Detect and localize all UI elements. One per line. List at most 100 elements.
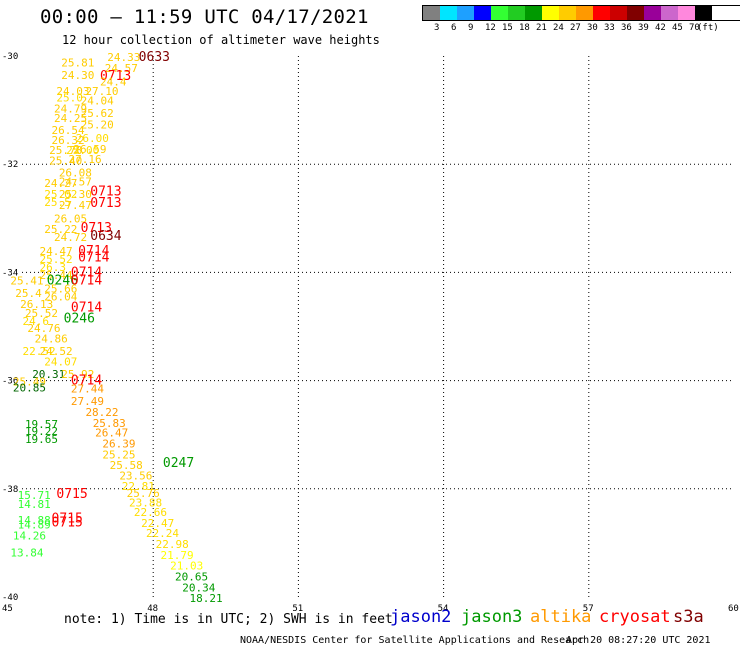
legend-label: 12 — [485, 23, 496, 33]
wave-height-label: 25.4 — [15, 287, 42, 300]
x-tick-label: 45 — [2, 604, 13, 614]
wave-height-label: 23.88 — [129, 496, 162, 509]
wave-height-label: 19.57 — [25, 418, 58, 431]
wave-height-label: 24.57 — [59, 176, 92, 189]
legend-label: 15 — [502, 23, 513, 33]
wave-height-label: 20.85 — [13, 382, 46, 395]
wave-height-label: 24.33 — [107, 51, 140, 64]
credit-text: NOAA/NESDIS Center for Satellite Applica… — [240, 635, 590, 646]
legend-label: 70 — [689, 23, 700, 33]
legend-label: (ft) — [697, 23, 719, 33]
wave-height-label: 25.66 — [44, 283, 77, 296]
page-title: 00:00 – 11:59 UTC 04/17/2021 — [40, 6, 369, 28]
wave-height-label: 25.44 — [39, 269, 72, 282]
wave-height-label: 24.07 — [44, 356, 77, 369]
wave-height-label: 14.81 — [18, 498, 51, 511]
legend-swatch — [525, 6, 542, 20]
wave-height-label: 25.20 — [81, 119, 114, 132]
wave-height-label: 24.25 — [54, 112, 87, 125]
legend-label: 24 — [553, 23, 564, 33]
wave-height-label: 25.52 — [25, 307, 58, 320]
pass-time-label: 0713 — [81, 221, 112, 236]
legend-swatch — [576, 6, 593, 20]
wave-height-label: 24.30 — [61, 69, 94, 82]
legend-swatch — [423, 6, 440, 20]
legend-swatch — [593, 6, 610, 20]
page-subtitle: 12 hour collection of altimeter wave hei… — [62, 33, 380, 47]
legend-label: 9 — [468, 23, 474, 33]
legend-label: 45 — [672, 23, 683, 33]
wave-height-label: 25.5 — [44, 196, 71, 209]
mission-label-s3a: s3a — [673, 607, 704, 627]
legend-swatch — [491, 6, 508, 20]
legend-swatch — [695, 6, 712, 20]
wave-height-label: 20.31 — [32, 368, 65, 381]
legend-label: 42 — [655, 23, 666, 33]
map-grid — [22, 56, 734, 597]
wave-height-label: 24.72 — [54, 231, 87, 244]
wave-height-label: 24.52 — [39, 345, 72, 358]
legend-label: 30 — [587, 23, 598, 33]
wave-height-label: 24.6 — [23, 315, 50, 328]
pass-time-label: 0634 — [90, 229, 121, 244]
wave-height-label: 25.76 — [127, 487, 160, 500]
legend-swatch — [542, 6, 559, 20]
pass-time-label: 0714 — [71, 301, 102, 316]
wave-height-label: 22.66 — [134, 506, 167, 519]
wave-height-label: 19.22 — [25, 425, 58, 438]
wave-height-label: 26.39 — [102, 437, 135, 450]
x-tick-label: 48 — [147, 604, 158, 614]
wave-height-label: 22.24 — [146, 527, 179, 540]
wave-height-label: 24.79 — [54, 102, 87, 115]
wave-height-label: 22.81 — [122, 480, 155, 493]
legend-swatch — [559, 6, 576, 20]
legend-label: 39 — [638, 23, 649, 33]
legend-swatch — [661, 6, 678, 20]
wave-height-label: 18.21 — [190, 592, 223, 605]
pass-time-label: 0713 — [90, 184, 121, 199]
legend-swatch — [627, 6, 644, 20]
legend-label: 21 — [536, 23, 547, 33]
wave-height-label: 26.3 — [39, 261, 66, 274]
wave-height-label: 27.47 — [59, 199, 92, 212]
wave-height-label: 24.57 — [105, 62, 138, 75]
pass-time-label: 0715 — [52, 512, 83, 527]
pass-time-label: 0633 — [139, 50, 170, 65]
wave-height-label: 27.16 — [69, 153, 102, 166]
y-tick-label: -30 — [2, 52, 18, 62]
wave-height-label: 26.00 — [76, 132, 109, 145]
pass-time-label: 0715 — [56, 487, 87, 502]
x-tick-label: 57 — [583, 604, 594, 614]
wave-height-label: 25.30 — [59, 188, 92, 201]
legend-swatch — [474, 6, 491, 20]
legend-label: 3 — [434, 23, 440, 33]
wave-height-label: 24.47 — [39, 245, 72, 258]
wave-height-label: 26.04 — [44, 291, 77, 304]
wave-height-label: 21.03 — [170, 560, 203, 573]
wave-height-label: 20.34 — [182, 581, 215, 594]
wave-height-label: 27.49 — [71, 395, 104, 408]
wave-height-label: 24.04 — [81, 94, 114, 107]
legend-swatch — [440, 6, 457, 20]
wave-height-label: 25.00 — [66, 144, 99, 157]
wave-height-label: 25.40 — [49, 154, 82, 167]
legend-label: 18 — [519, 23, 530, 33]
wave-height-label: 26.05 — [54, 212, 87, 225]
wave-height-label: 25.58 — [110, 459, 143, 472]
wave-height-label: 25.41 — [10, 275, 43, 288]
wave-height-label: 25.25 — [102, 449, 135, 462]
legend-swatch — [610, 6, 627, 20]
pass-time-label: 0714 — [71, 274, 102, 289]
wave-height-label: 14.89 — [18, 519, 51, 532]
pass-time-label: 0715 — [52, 515, 83, 530]
wave-height-label: 25.52 — [39, 253, 72, 266]
pass-time-label: 0713 — [90, 196, 121, 211]
legend-swatch — [678, 6, 695, 20]
legend-label: 33 — [604, 23, 615, 33]
legend-swatch — [644, 6, 661, 20]
wave-height-label: 24.03 — [56, 85, 89, 98]
wave-height-label: 26.32 — [52, 134, 85, 147]
